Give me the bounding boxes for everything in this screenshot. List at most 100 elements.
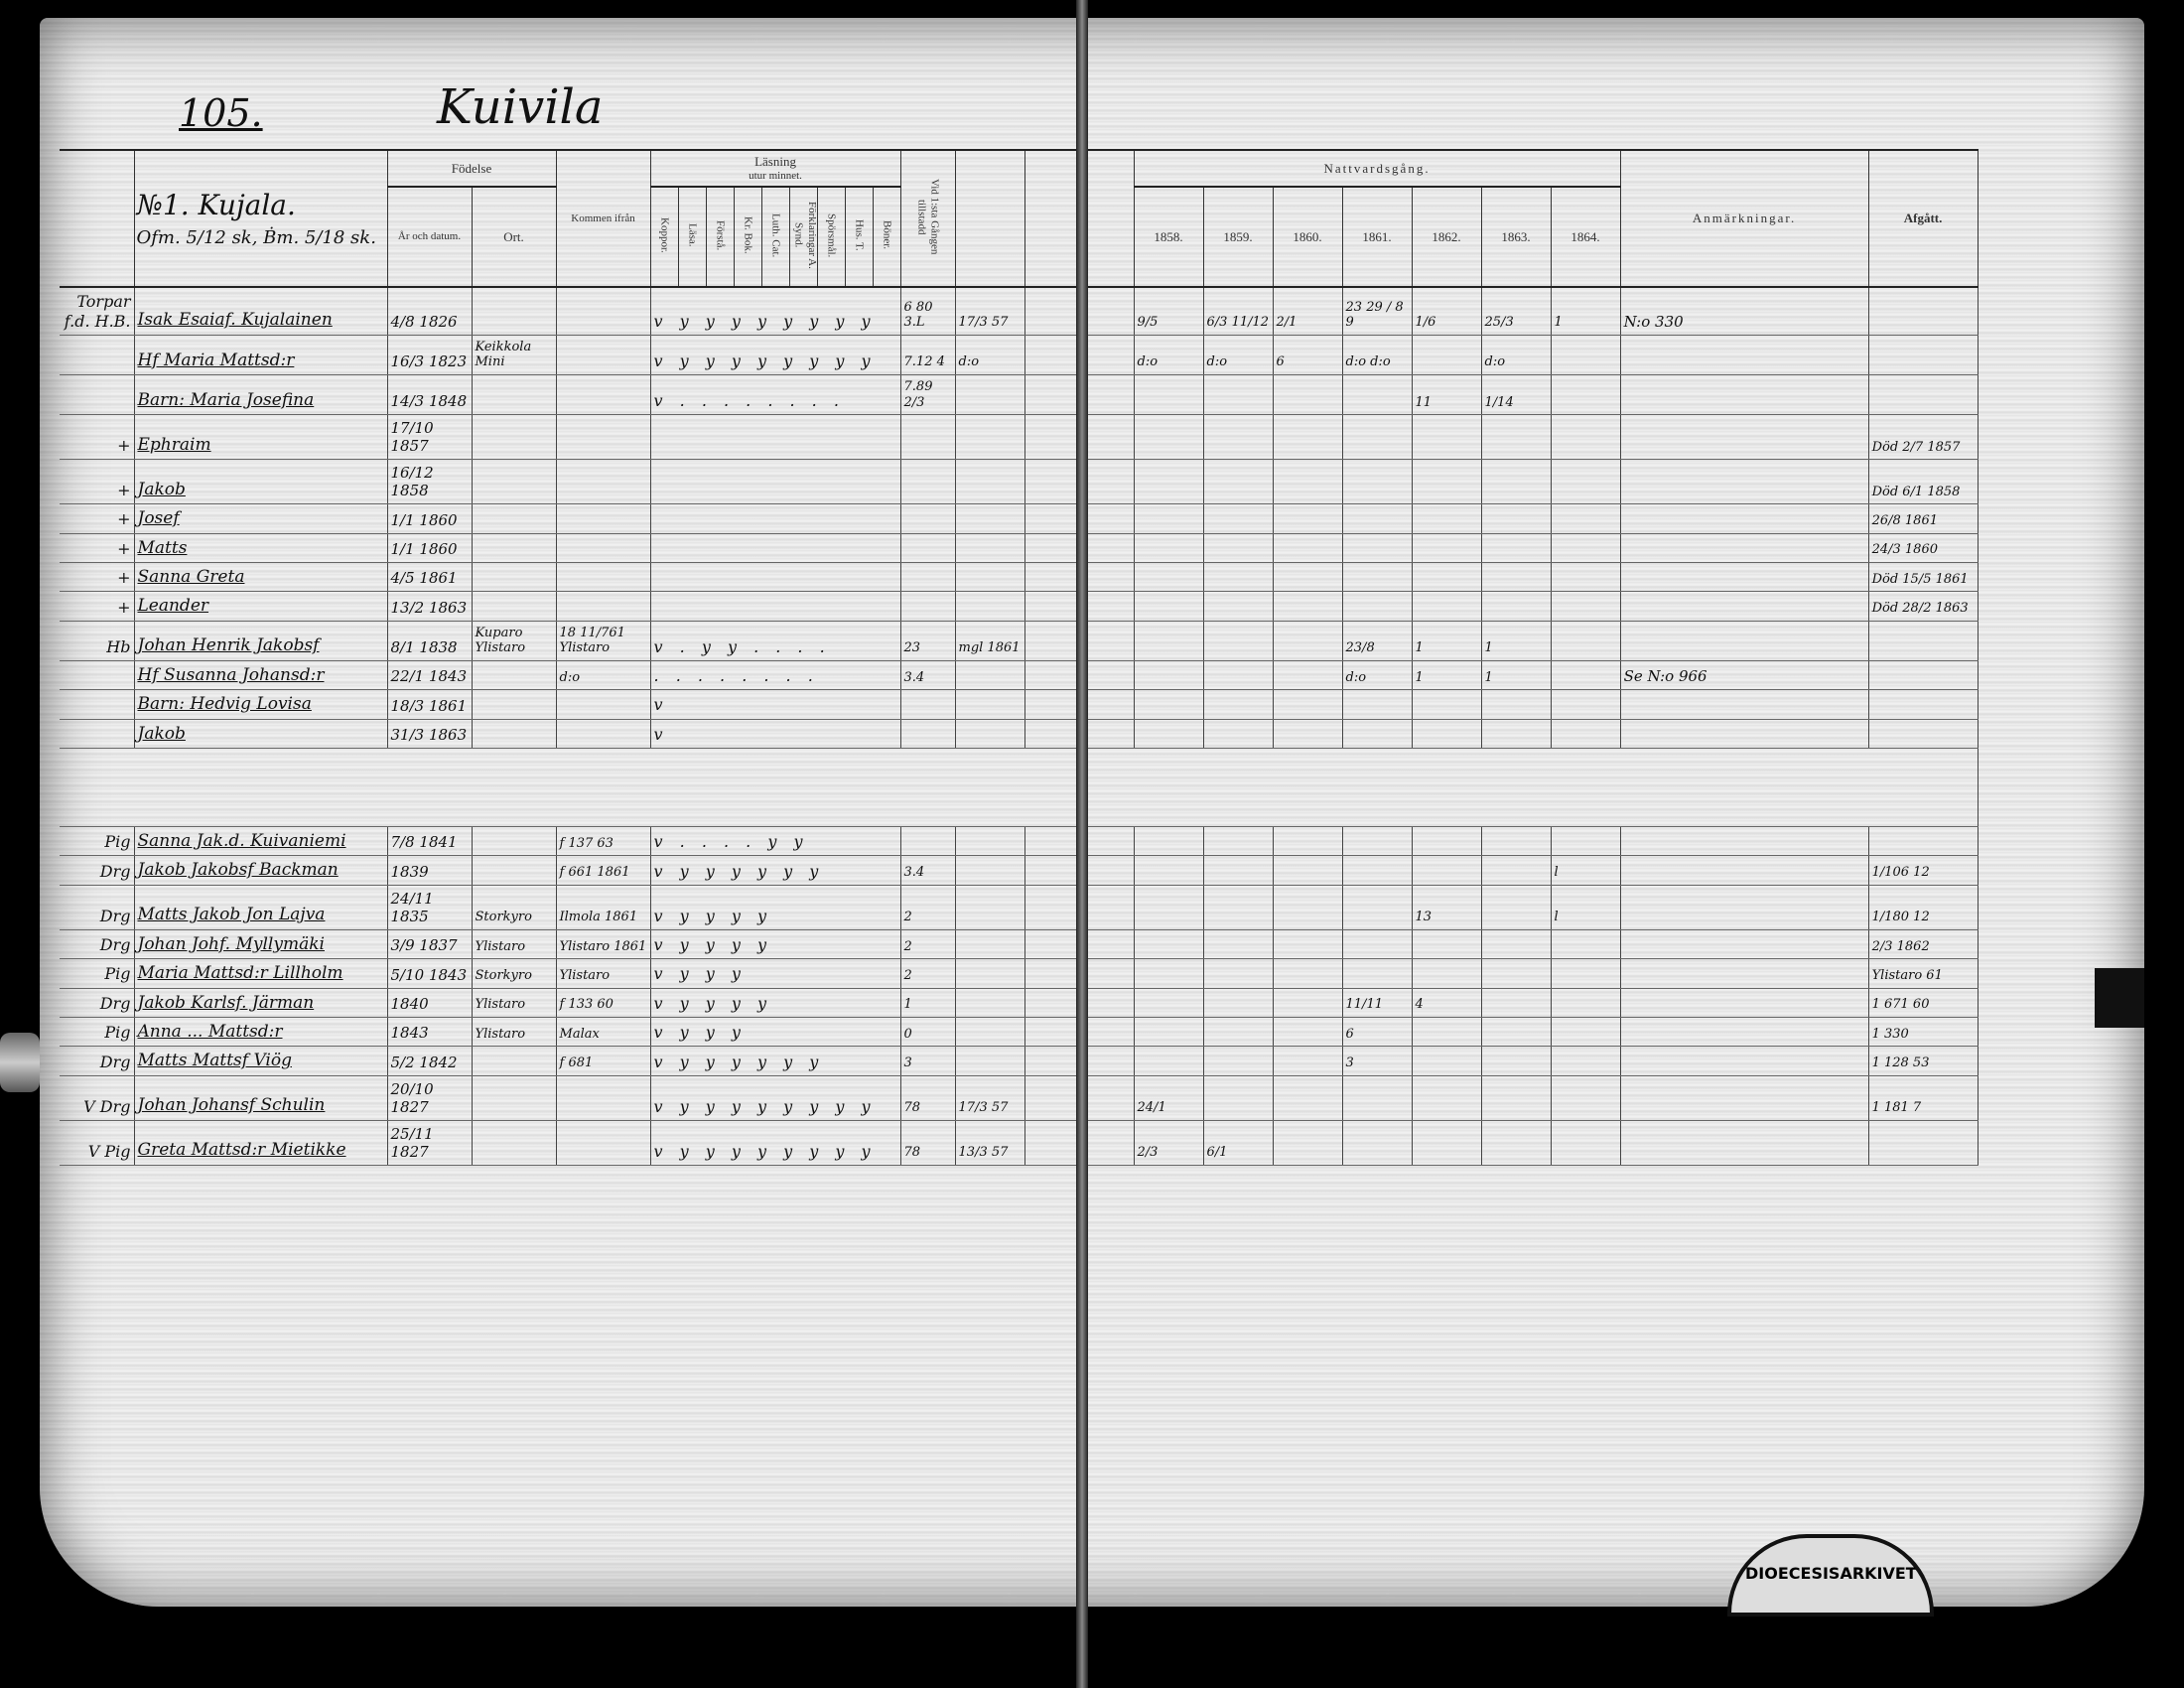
communion-entry: l [1550,855,1621,886]
communion-entry [1411,459,1482,505]
note: d:o [954,335,1025,375]
birth-place [471,591,557,622]
communion-entry [1133,826,1204,857]
header-came-from: Kommen ifrån [555,148,651,289]
came-from: Malax [555,1017,651,1048]
communion-entry [1480,562,1552,593]
communion-entry [1272,929,1343,960]
communion-entry [1550,929,1621,960]
header-reading-col-cell: Luth. Cat. [760,185,790,289]
communion-entry [1341,689,1413,720]
remark [1619,459,1869,505]
communion-entry [1133,414,1204,461]
communion-entry [1133,929,1204,960]
header-reading-col: Läsa. [686,223,699,247]
communion-entry [1550,621,1621,661]
departed: Död 28/2 1863 [1867,591,1979,622]
reading-marks: v y y y y y y y y [649,335,901,375]
header-reading-col-cell: Koppor. [649,185,679,289]
communion-entry [1272,374,1343,416]
reading-marks: . . . . . . . . [649,660,901,691]
header-note [954,148,1025,289]
came-from [555,1120,651,1166]
communion-entry [1202,1075,1274,1121]
came-from [555,414,651,461]
remark [1619,621,1869,661]
birth-date: 25/11 1827 [386,1120,473,1166]
note: 17/3 57 [954,1075,1025,1121]
communion-allowed: 78 [899,1120,956,1166]
margin-mark [60,374,135,416]
departed [1867,719,1979,750]
reading-marks: v y y y y y y [649,1046,901,1076]
birth-place [471,533,557,563]
reading-marks: v y y y y [649,988,901,1019]
scroll-roll [0,1033,40,1092]
person-name: Jakob [133,719,388,750]
communion-allowed: 2 [899,958,956,989]
birth-place [471,459,557,505]
remark [1619,689,1869,720]
communion-allowed: 7.89 2/3 [899,374,956,416]
family-row: Barn: Hedvig Lovisa 18/3 1861 v [60,689,1979,720]
note: 13/3 57 [954,1120,1025,1166]
remark [1619,855,1869,886]
header-reading-col: Förstå. [714,219,727,250]
family-row: + Ephraim 17/10 1857 Död 2/7 1857 [60,414,1979,461]
servant-row: V Drg Johan Johansf Schulin 20/10 1827 v y … [60,1075,1979,1121]
note [954,660,1025,691]
header-row-1: №1. Kujala. Ofm. 5/12 sk, Ḃm. 5/18 sk. F… [60,148,1979,289]
family-row: + Josef 1/1 1860 26/8 1861 [60,503,1979,534]
communion-entry [1341,826,1413,857]
communion-entry: d:o d:o [1341,335,1413,375]
communion-entry [1550,1075,1621,1121]
remark [1619,374,1869,416]
birth-place [471,1075,557,1121]
communion-entry [1341,503,1413,534]
register-body: Torpar f.d. H.B. Isak Esaiaf. Kujalainen 4… [60,287,1979,1166]
came-from [555,503,651,534]
birth-date: 8/1 1838 [386,621,473,661]
came-from [555,374,651,416]
margin-mark: Torpar f.d. H.B. [60,287,135,336]
communion-entry [1272,1075,1343,1121]
communion-entry [1202,885,1274,930]
person-name: Matts Mattsf Viög [133,1046,388,1076]
birth-date: 20/10 1827 [386,1075,473,1121]
communion-entry [1411,719,1482,750]
communion-entry [1202,1017,1274,1048]
communion-entry [1133,621,1204,661]
communion-entry [1411,533,1482,563]
header-year: 1862. [1411,185,1482,289]
departed [1867,335,1979,375]
servant-row: Pig Anna ... Mattsd:r 1843 Ylistaro Malax v y… [60,1017,1979,1048]
remark [1619,885,1869,930]
birth-place [471,1120,557,1166]
birth-place [471,719,557,750]
communion-entry: d:o [1480,335,1552,375]
communion-entry [1133,689,1204,720]
communion-entry [1272,621,1343,661]
header-reading-col: Kr. Bok. [742,215,754,254]
header-reading-col-cell: Läsa. [677,185,707,289]
communion-entry: 2/3 [1133,1120,1204,1166]
came-from [555,459,651,505]
header-farm: №1. Kujala. Ofm. 5/12 sk, Ḃm. 5/18 sk. [133,148,388,289]
note [954,719,1025,750]
note [954,855,1025,886]
communion-entry: 1 [1550,287,1621,336]
header-birth-year: År och datum. [386,185,473,289]
communion-entry [1480,689,1552,720]
family-row: Hf Susanna Johansd:r 22/1 1843 d:o. . . . … [60,660,1979,691]
communion-entry: 11 [1411,374,1482,416]
birth-date: 31/3 1863 [386,719,473,750]
remark [1619,958,1869,989]
communion-entry [1480,1046,1552,1076]
communion-entry: 3 [1341,1046,1413,1076]
header-year: 1860. [1272,185,1343,289]
communion-entry [1411,958,1482,989]
communion-entry [1202,414,1274,461]
communion-entry [1272,958,1343,989]
communion-allowed [899,562,956,593]
departed: 1 181 7 [1867,1075,1979,1121]
